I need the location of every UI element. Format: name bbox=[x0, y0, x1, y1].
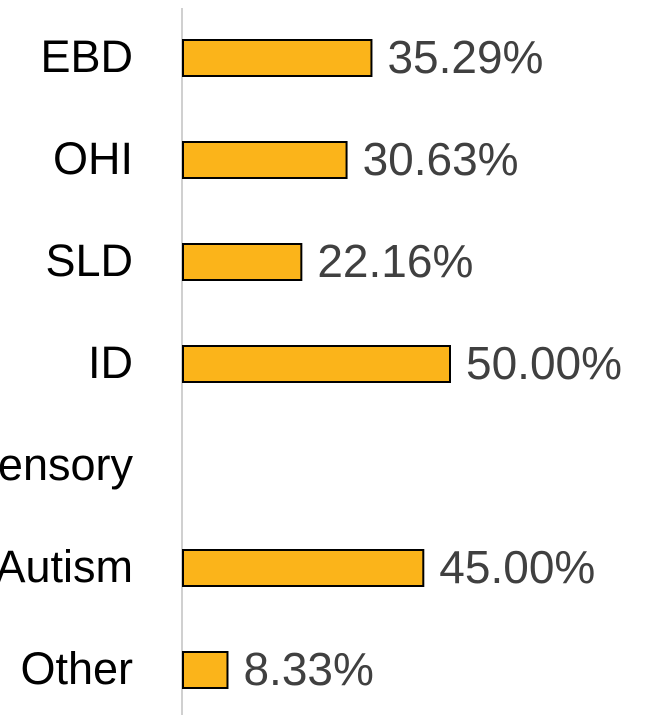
category-label: Other bbox=[20, 643, 133, 694]
category-label: ID bbox=[88, 337, 133, 388]
bar bbox=[182, 345, 451, 383]
category-label: Sensory bbox=[0, 439, 133, 490]
bar bbox=[182, 243, 303, 281]
bar bbox=[182, 39, 373, 77]
category-label: EBD bbox=[40, 31, 133, 82]
value-label: 8.33% bbox=[243, 643, 373, 695]
bar bbox=[182, 549, 425, 587]
bar bbox=[182, 651, 229, 689]
category-label: SLD bbox=[45, 235, 133, 286]
value-label: 30.63% bbox=[363, 133, 519, 185]
category-label: Autism bbox=[0, 541, 133, 592]
category-label: OHI bbox=[53, 133, 133, 184]
bar bbox=[182, 141, 348, 179]
value-label: 50.00% bbox=[466, 337, 622, 389]
value-label: 35.29% bbox=[387, 31, 543, 83]
value-label: 22.16% bbox=[317, 235, 473, 287]
value-label: 45.00% bbox=[439, 541, 595, 593]
